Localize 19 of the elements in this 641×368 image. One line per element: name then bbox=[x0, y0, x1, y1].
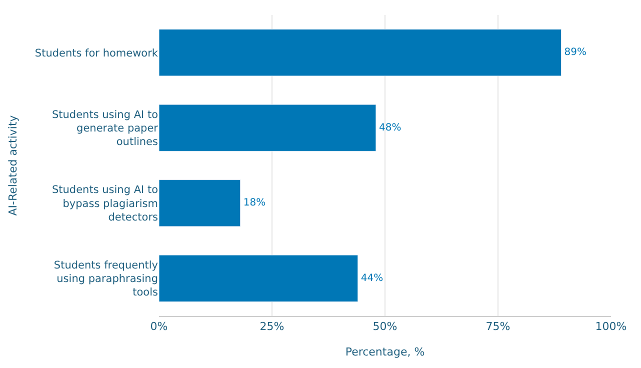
y-tick-label: Students for homework bbox=[34, 47, 159, 60]
bar bbox=[159, 104, 376, 152]
bar bbox=[159, 29, 562, 76]
data-label: 44% bbox=[360, 272, 384, 284]
data-label: 18% bbox=[243, 198, 266, 209]
bar bbox=[159, 180, 241, 227]
x-tick-label: 50% bbox=[372, 320, 398, 334]
x-tick-label: 100% bbox=[595, 320, 627, 334]
bar bbox=[159, 254, 358, 302]
y-axis-title: AI-Related activity bbox=[6, 114, 20, 216]
data-label: 89% bbox=[564, 47, 587, 58]
y-tick-label: Students using AI to bypass plagiarism detectors bbox=[52, 184, 158, 224]
x-axis-title: Percentage, % bbox=[345, 345, 425, 358]
x-tick-label: 25% bbox=[260, 320, 284, 334]
x-tick-label: 0% bbox=[150, 320, 168, 334]
y-tick-label: Students using AI to generate paper outlines bbox=[52, 108, 159, 148]
y-tick-label: Students frequently using paraphrasing tools bbox=[54, 259, 158, 299]
x-tick-label: 75% bbox=[486, 320, 510, 334]
data-label: 48% bbox=[378, 122, 402, 134]
